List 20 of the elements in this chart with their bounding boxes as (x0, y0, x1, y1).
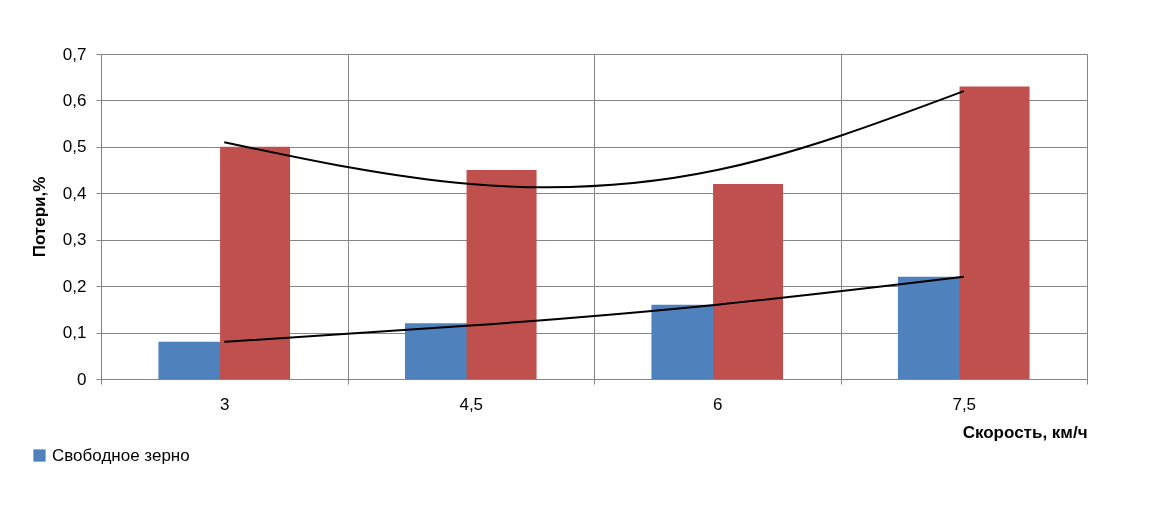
x-tick-label: 7,5 (952, 394, 977, 414)
y-axis-title: Потери,% (29, 176, 49, 258)
y-tick-label: 0,6 (62, 90, 87, 110)
x-tick-label: 3 (220, 394, 230, 414)
line-series (223, 275, 965, 343)
x-axis-title: Скорость, км/ч (962, 422, 1088, 442)
y-tick-label: 0,3 (62, 230, 87, 250)
bar (466, 170, 537, 379)
bar (220, 146, 291, 379)
x-tick-label: 4,5 (459, 394, 484, 414)
y-tick-label: 0 (77, 369, 87, 389)
bar (713, 184, 784, 379)
y-tick-label: 0,7 (62, 44, 87, 64)
bar (959, 86, 1030, 379)
y-tick-label: 0,5 (62, 137, 87, 157)
legend-label: Свободное зерно (52, 445, 190, 465)
y-tick-label: 0,2 (62, 276, 87, 296)
x-tick-label: 6 (713, 394, 723, 414)
y-tick-label: 0,1 (62, 323, 87, 343)
y-tick-label: 0,4 (62, 183, 87, 203)
